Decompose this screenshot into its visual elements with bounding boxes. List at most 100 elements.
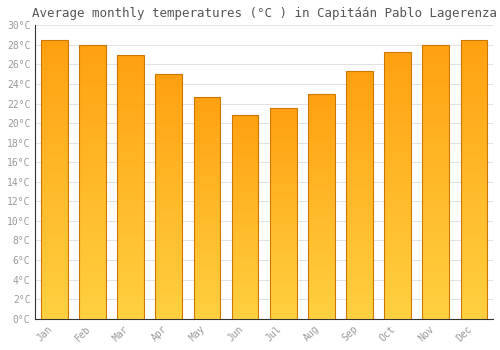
Bar (232, 189, 258, 190)
Bar (194, 175, 220, 177)
Bar (232, 258, 258, 259)
Bar (308, 252, 335, 253)
Bar (460, 195, 487, 196)
Bar (194, 312, 220, 313)
Bar (270, 274, 296, 275)
Bar (384, 77, 411, 78)
Bar (308, 169, 335, 170)
Bar (79, 198, 106, 200)
Bar (308, 103, 335, 104)
Bar (79, 71, 106, 72)
Bar (41, 296, 68, 298)
Bar (41, 98, 68, 100)
Bar (41, 277, 68, 278)
Bar (384, 256, 411, 257)
Bar (460, 288, 487, 289)
Bar (308, 115, 335, 116)
Bar (41, 206, 68, 207)
Bar (384, 195, 411, 196)
Bar (118, 126, 144, 127)
Bar (194, 283, 220, 284)
Bar (270, 308, 296, 309)
Bar (384, 304, 411, 305)
Bar (308, 201, 335, 202)
Bar (346, 135, 373, 137)
Bar (384, 212, 411, 213)
Bar (118, 168, 144, 169)
Bar (384, 58, 411, 60)
Bar (384, 225, 411, 226)
Bar (384, 285, 411, 287)
Bar (308, 173, 335, 174)
Bar (79, 102, 106, 104)
Bar (232, 297, 258, 298)
Bar (270, 168, 296, 169)
Bar (79, 258, 106, 260)
Bar (232, 244, 258, 245)
Bar (79, 310, 106, 312)
Bar (384, 85, 411, 86)
Bar (346, 178, 373, 179)
Bar (232, 214, 258, 215)
Bar (79, 300, 106, 301)
Bar (346, 197, 373, 199)
Bar (41, 50, 68, 51)
Bar (308, 229, 335, 230)
Bar (346, 295, 373, 296)
Bar (156, 77, 182, 78)
Bar (194, 106, 220, 107)
Bar (308, 254, 335, 256)
Bar (232, 130, 258, 131)
Bar (79, 68, 106, 70)
Bar (79, 169, 106, 171)
Bar (79, 252, 106, 253)
Bar (194, 142, 220, 143)
Bar (79, 205, 106, 206)
Bar (118, 292, 144, 294)
Bar (460, 75, 487, 76)
Bar (384, 252, 411, 253)
Bar (118, 303, 144, 304)
Bar (194, 231, 220, 232)
Bar (384, 290, 411, 292)
Bar (79, 72, 106, 74)
Bar (346, 119, 373, 121)
Bar (79, 201, 106, 202)
Bar (384, 305, 411, 307)
Bar (270, 249, 296, 250)
Bar (194, 170, 220, 171)
Bar (41, 235, 68, 237)
Bar (422, 245, 449, 246)
Bar (41, 195, 68, 196)
Bar (270, 145, 296, 146)
Bar (422, 105, 449, 106)
Bar (346, 127, 373, 128)
Bar (422, 97, 449, 98)
Bar (384, 301, 411, 303)
Bar (384, 272, 411, 273)
Bar (118, 97, 144, 98)
Bar (270, 220, 296, 221)
Bar (79, 175, 106, 176)
Bar (194, 314, 220, 315)
Bar (346, 176, 373, 178)
Bar (156, 177, 182, 178)
Bar (460, 278, 487, 280)
Bar (156, 313, 182, 314)
Bar (460, 247, 487, 249)
Bar (384, 253, 411, 254)
Bar (270, 218, 296, 219)
Bar (194, 172, 220, 173)
Bar (308, 315, 335, 316)
Bar (308, 216, 335, 217)
Bar (422, 250, 449, 252)
Bar (118, 230, 144, 232)
Bar (118, 278, 144, 279)
Bar (232, 259, 258, 260)
Bar (156, 212, 182, 214)
Bar (422, 134, 449, 135)
Bar (422, 150, 449, 152)
Bar (232, 236, 258, 237)
Bar (384, 231, 411, 232)
Bar (270, 119, 296, 120)
